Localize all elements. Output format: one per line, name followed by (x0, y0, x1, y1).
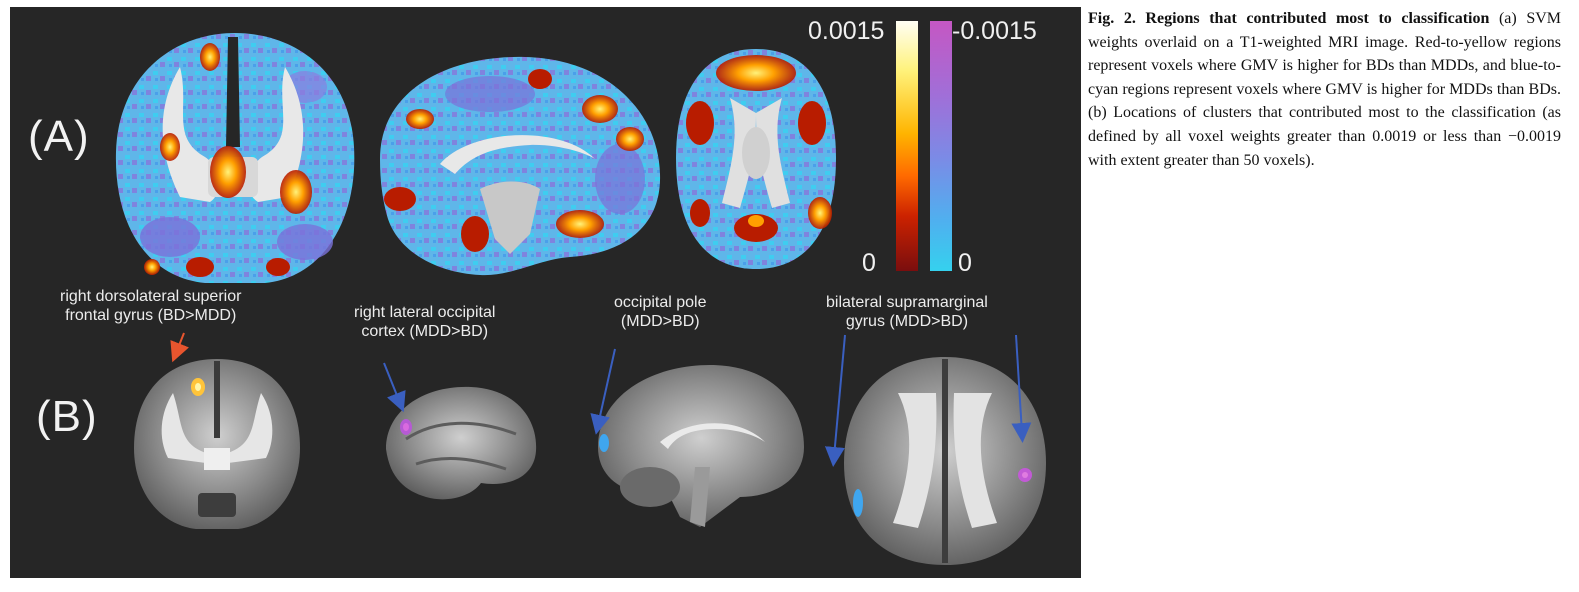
label-dlsfg-line2: frontal gyrus (BD>MDD) (65, 307, 237, 324)
panel-label-b: (B) (36, 392, 98, 441)
label-dlsfg-line1: right dorsolateral superior (60, 288, 242, 305)
colorbar-negative-zero: 0 (958, 249, 972, 277)
colorbar-negative-max: -0.0015 (952, 17, 1037, 45)
label-loc-line2: cortex (MDD>BD) (361, 323, 489, 340)
label-dlsfg: right dorsolateral superior frontal gyru… (60, 287, 241, 325)
arrow-dlsfg (170, 332, 189, 363)
label-smg: bilateral supramarginal gyrus (MDD>BD) (826, 293, 988, 331)
coronal-structural (134, 359, 300, 529)
label-smg-line1: bilateral supramarginal (826, 294, 988, 311)
arrows-overlay (170, 332, 1032, 467)
arrow-smg-right (1011, 334, 1032, 443)
axial-structural (844, 357, 1046, 565)
caption-title: Fig. 2. Regions that contributed most to… (1088, 10, 1490, 27)
colorbar-positive-max: 0.0015 (808, 17, 885, 45)
sagittal-lateral-structural (386, 386, 537, 500)
sagittal-weight-map (380, 56, 661, 276)
figure-panel: (A) (B) (10, 7, 1081, 578)
colorbar-negative (930, 21, 952, 271)
label-op: occipital pole (MDD>BD) (614, 293, 707, 331)
axial-weight-map (676, 49, 836, 269)
coronal-weight-map (115, 33, 355, 283)
arrow-op (590, 348, 616, 435)
panel-label-a: (A) (28, 112, 90, 161)
arrow-smg-left (824, 334, 846, 467)
arrow-loc (383, 362, 406, 413)
label-loc-line1: right lateral occipital (354, 304, 496, 321)
label-smg-line2: gyrus (MDD>BD) (845, 313, 969, 330)
colorbar-positive (896, 21, 918, 271)
label-op-line2: (MDD>BD) (620, 313, 700, 330)
colorbar-positive-zero: 0 (862, 249, 876, 277)
label-op-line1: occipital pole (614, 294, 707, 311)
sagittal-medial-structural (598, 365, 804, 527)
caption-body: (a) SVM weights overlaid on a T1-weighte… (1088, 10, 1562, 169)
figure-caption: Fig. 2. Regions that contributed most to… (1088, 7, 1561, 172)
label-loc: right lateral occipital cortex (MDD>BD) (354, 303, 495, 341)
